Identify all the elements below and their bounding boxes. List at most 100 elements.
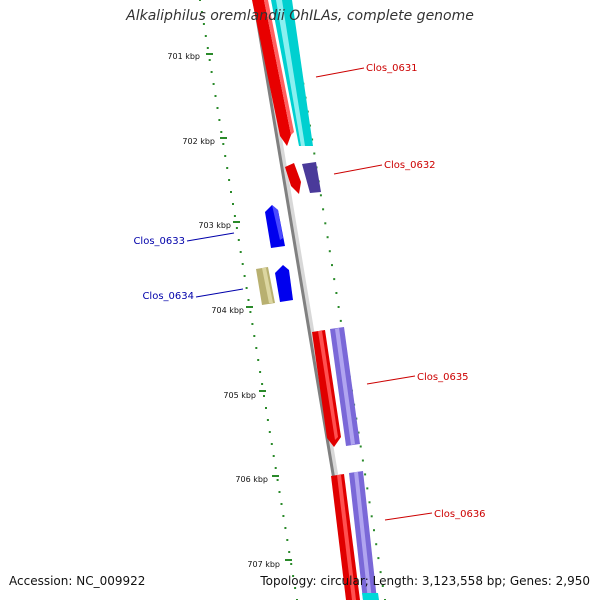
- tick-label-701: 701 kbp: [167, 52, 200, 61]
- feature-purple-highlight: [335, 328, 355, 445]
- gene-label-clos-0633[interactable]: Clos_0633: [133, 236, 185, 247]
- ring-dot: [261, 383, 264, 385]
- gene-label-clos-0632[interactable]: Clos_0632: [384, 160, 436, 171]
- ring-dot: [326, 236, 329, 239]
- gene-clos-0635[interactable]: [312, 327, 360, 447]
- ring-dot: [251, 323, 254, 325]
- ring-dot: [220, 131, 223, 133]
- ring-dot: [377, 557, 380, 560]
- ring-dot: [335, 292, 338, 294]
- ring-dot: [368, 501, 371, 504]
- major-tick: [259, 390, 266, 392]
- major-tick: [285, 559, 292, 561]
- ring-dot: [232, 203, 234, 205]
- ring-dot: [324, 222, 327, 225]
- ring-dot: [270, 443, 273, 445]
- tick-label-702: 702 kbp: [182, 137, 215, 146]
- ring-dot: [259, 371, 262, 373]
- ring-dot: [286, 539, 289, 541]
- feature-purple-highlight: [354, 472, 372, 600]
- major-tick: [220, 137, 227, 139]
- ring-dot: [237, 239, 240, 241]
- tick-label-707: 707 kbp: [247, 560, 280, 569]
- ring-dot: [224, 155, 227, 157]
- page-title: Alkaliphilus oremlandii OhILAs, complete…: [126, 8, 474, 24]
- major-tick: [233, 221, 240, 223]
- ring-dot: [272, 455, 275, 457]
- gene-label-clos-0636[interactable]: Clos_0636: [434, 509, 486, 520]
- genome-summary-text: Topology: circular; Length: 3,123,558 bp…: [260, 574, 590, 588]
- tick-label-705: 705 kbp: [223, 391, 256, 400]
- ring-dot: [202, 23, 205, 25]
- ring-dot: [366, 487, 369, 490]
- gene-clos-0631[interactable]: [252, 0, 313, 146]
- major-tick: [206, 53, 213, 55]
- gene-clos-0634[interactable]: [256, 265, 293, 305]
- ring-dot: [319, 194, 322, 197]
- ring-dot: [359, 445, 362, 448]
- feature-khaki-highlight: [262, 268, 273, 303]
- ring-dot: [375, 543, 378, 546]
- feature-dark-purple: [302, 162, 321, 193]
- cds-feature-red: [252, 0, 291, 146]
- ring-dot: [208, 59, 211, 61]
- ring-dot: [276, 479, 279, 481]
- ring-dot: [373, 529, 375, 532]
- ring-dot: [266, 419, 269, 421]
- tick-label-704: 704 kbp: [211, 306, 244, 315]
- ring-dot: [212, 83, 215, 85]
- ring-dot: [361, 459, 364, 462]
- ring-dot: [357, 431, 360, 434]
- ring-dot: [243, 275, 246, 277]
- ring-dot: [233, 215, 236, 217]
- ring-dot: [253, 335, 256, 337]
- label-leaders: [186, 67, 433, 521]
- tick-ring-dots: [199, 0, 298, 601]
- major-tick: [272, 475, 279, 477]
- gene-clos-0636[interactable]: [331, 471, 379, 600]
- ring-dot: [274, 467, 277, 469]
- ring-dot: [313, 152, 316, 155]
- cds-feature-red-highlight: [264, 0, 294, 135]
- ring-dot: [218, 119, 221, 121]
- ring-dot: [222, 143, 225, 145]
- ring-dot: [381, 585, 384, 587]
- gene-label-clos-0635[interactable]: Clos_0635: [417, 372, 469, 383]
- ring-dot: [331, 264, 333, 267]
- feature-cyan: [362, 593, 379, 600]
- ring-dot: [226, 167, 229, 169]
- ring-dot: [241, 263, 244, 265]
- gene-clos-0633[interactable]: [265, 205, 285, 248]
- ring-dot: [379, 571, 382, 574]
- tick-label-703: 703 kbp: [198, 221, 231, 230]
- ring-dot: [263, 395, 265, 397]
- ring-dot: [247, 299, 250, 301]
- ring-dot: [216, 107, 219, 109]
- major-tick: [246, 306, 253, 308]
- ring-dot: [339, 319, 342, 322]
- ring-dot: [280, 503, 283, 505]
- ring-dot: [239, 251, 242, 253]
- ring-dot: [206, 47, 209, 49]
- ring-dot: [199, 0, 201, 1]
- ring-dot: [268, 431, 271, 433]
- ring-dot: [290, 563, 293, 565]
- ring-dot: [278, 491, 281, 493]
- ring-dot: [294, 587, 297, 589]
- ring-dot: [284, 527, 287, 529]
- ring-dot: [311, 138, 314, 141]
- ring-dot: [333, 278, 336, 281]
- tick-label-706: 706 kbp: [235, 475, 268, 484]
- cds-feature-red: [285, 163, 301, 194]
- ring-dot: [322, 208, 325, 211]
- ring-dot: [210, 71, 213, 73]
- gene-label-clos-0631[interactable]: Clos_0631: [366, 63, 418, 74]
- gene-clos-0632[interactable]: [285, 162, 321, 194]
- gene-label-clos-0634[interactable]: Clos_0634: [142, 291, 194, 302]
- accession-text: Accession: NC_009922: [9, 574, 146, 588]
- tick-labels: 701 kbp 702 kbp 703 kbp 704 kbp 705 kbp …: [167, 52, 280, 569]
- ring-dot: [214, 95, 217, 97]
- cds-feature-red-highlight: [318, 331, 338, 440]
